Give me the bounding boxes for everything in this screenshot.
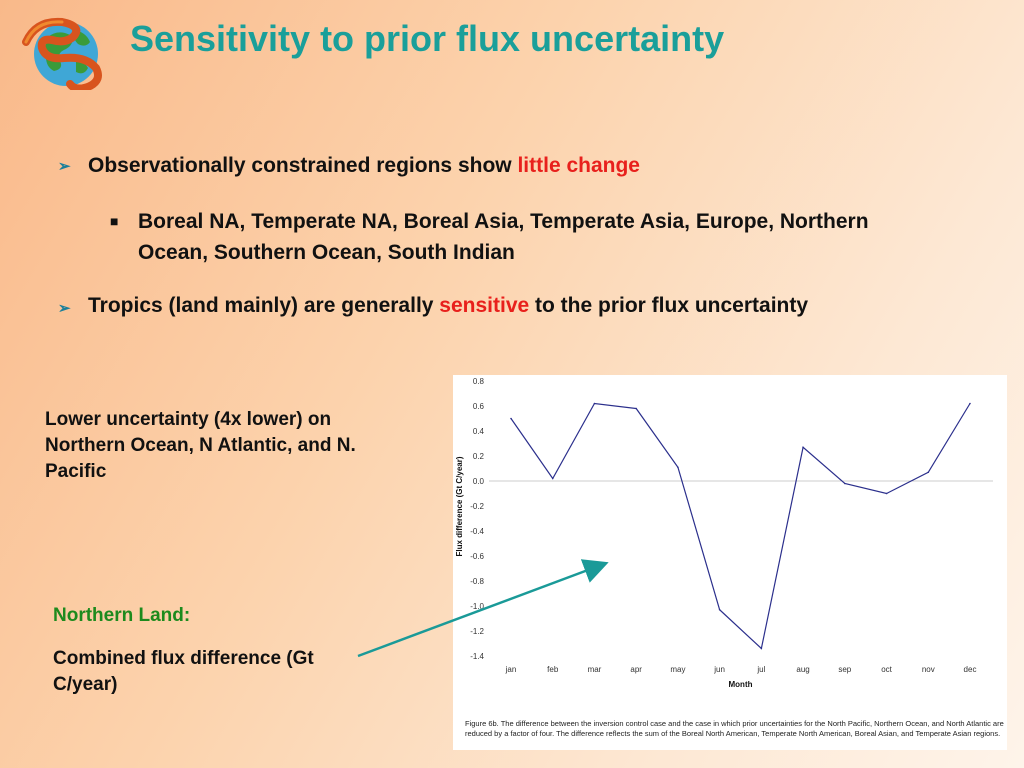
bullet-text: Observationally constrained regions show [88, 154, 518, 177]
bullet-tropics: ➢ Tropics (land mainly) are generally se… [58, 290, 862, 321]
y-tick-label: -1.4 [470, 652, 484, 661]
globe-snake-logo-icon [22, 17, 102, 90]
y-tick-label: 0.2 [473, 452, 485, 461]
data-point [593, 402, 596, 405]
x-tick-label: jan [505, 665, 517, 674]
data-point [760, 647, 763, 650]
line-chart: 0.8 0.6 0.4 0.2 0.0 -0.2 -0.4 -0.6 -0.8 -1.0 -1.2 -… [455, 377, 993, 689]
data-point [510, 417, 512, 420]
x-tick-label: nov [922, 665, 935, 674]
data-point [802, 446, 804, 449]
data-point [969, 402, 971, 405]
x-tick-label: aug [796, 665, 809, 674]
northern-land-body: Combined flux difference (Gt C/year) [53, 648, 314, 695]
chart-figure: 0.8 0.6 0.4 0.2 0.0 -0.2 -0.4 -0.6 -0.8 -1.0 -1.2 -… [453, 375, 1007, 750]
data-point [677, 466, 679, 469]
data-point [885, 492, 888, 495]
x-tick-label: apr [630, 665, 642, 674]
y-tick-label: 0.8 [473, 377, 485, 386]
data-point [718, 608, 721, 611]
figure-caption: Figure 6b. The difference between the in… [465, 719, 1004, 738]
y-tick-label: 0.0 [473, 477, 485, 486]
square-bullet-icon: ■ [110, 213, 119, 229]
x-tick-label: jul [756, 665, 765, 674]
data-point [844, 482, 846, 485]
bullet-highlight: sensitive [439, 294, 530, 317]
x-tick-label: dec [964, 665, 977, 674]
x-tick-label: may [670, 665, 685, 674]
data-point [927, 471, 930, 474]
x-tick-label: sep [838, 665, 851, 674]
x-axis-label: Month [729, 680, 753, 689]
x-tick-label: oct [881, 665, 892, 674]
northern-land-title: Northern Land: [53, 605, 191, 626]
bullet-text-suffix: to the prior flux uncertainty [529, 294, 809, 317]
y-tick-label: -0.6 [470, 552, 484, 561]
left-note: Lower uncertainty (4x lower) on Northern… [45, 409, 356, 482]
data-point [635, 407, 637, 410]
bullet-highlight: little change [517, 154, 640, 177]
sub-bullet-text: Boreal NA, Temperate NA, Boreal Asia, Te… [138, 210, 869, 264]
y-tick-label: -1.2 [470, 627, 484, 636]
y-tick-label: -0.8 [470, 577, 484, 586]
y-tick-label: 0.6 [473, 402, 485, 411]
y-axis-label: Flux difference (Gt C/year) [455, 456, 464, 556]
arrow-bullet-icon: ➢ [58, 300, 71, 317]
slide-title: Sensitivity to prior flux uncertainty [130, 18, 725, 59]
y-tick-label: -1.0 [470, 602, 484, 611]
sub-bullet-regions: ■ Boreal NA, Temperate NA, Boreal Asia, … [110, 206, 932, 268]
y-tick-label: -0.4 [470, 527, 484, 536]
x-tick-label: feb [547, 665, 559, 674]
bullet-text: Tropics (land mainly) are generally [88, 294, 440, 317]
y-tick-label: -0.2 [470, 502, 484, 511]
bullet-observational: ➢ Observationally constrained regions sh… [58, 154, 962, 178]
arrow-bullet-icon: ➢ [58, 158, 71, 175]
data-point [551, 477, 554, 480]
series-line [510, 402, 971, 650]
y-tick-label: 0.4 [473, 427, 485, 436]
x-tick-label: mar [588, 665, 602, 674]
x-tick-label: jun [713, 665, 725, 674]
